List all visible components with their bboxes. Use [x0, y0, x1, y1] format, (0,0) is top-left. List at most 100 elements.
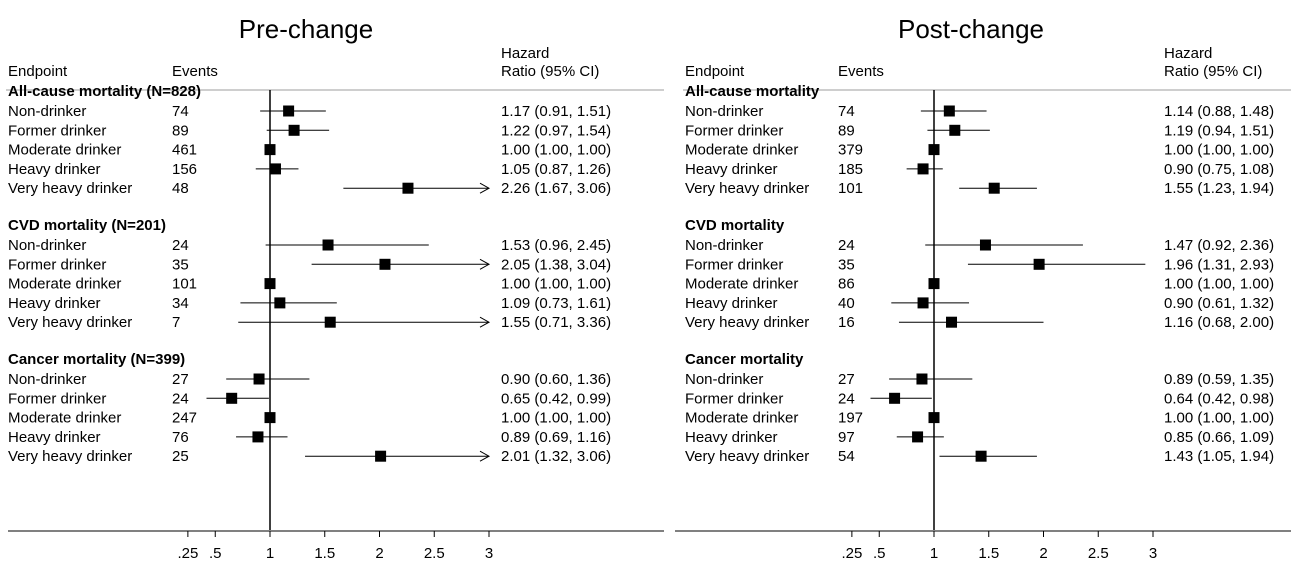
- group-title: Cancer mortality: [685, 351, 804, 368]
- row-events: 101: [172, 276, 197, 293]
- row-label: Moderate drinker: [8, 410, 121, 427]
- row-events: 34: [172, 295, 189, 312]
- row-events: 247: [172, 410, 197, 427]
- point-estimate: [946, 316, 958, 328]
- row-hr-ci: 1.43 (1.05, 1.94): [1164, 448, 1274, 465]
- row-hr-ci: 1.00 (1.00, 1.00): [501, 142, 611, 159]
- point-estimate: [928, 278, 940, 290]
- row-hr-ci: 1.47 (0.92, 2.36): [1164, 237, 1274, 254]
- ci-arrow: [479, 450, 491, 462]
- row-hr-ci: 1.17 (0.91, 1.51): [501, 103, 611, 120]
- group-title: All-cause mortality: [685, 83, 820, 100]
- row-events: 48: [172, 180, 189, 197]
- row-events: 185: [838, 161, 863, 178]
- row-events: 54: [838, 448, 855, 465]
- row-label: Heavy drinker: [685, 429, 778, 446]
- x-tick-label: 1: [930, 545, 938, 562]
- x-tick-label: .25: [841, 545, 862, 562]
- point-estimate: [226, 392, 238, 404]
- ci-arrow: [479, 316, 491, 328]
- row-events: 25: [172, 448, 189, 465]
- row-hr-ci: 1.55 (0.71, 3.36): [501, 314, 611, 331]
- point-estimate: [274, 297, 286, 309]
- point-estimate: [252, 431, 264, 443]
- row-hr-ci: 1.19 (0.94, 1.51): [1164, 122, 1274, 139]
- row-label: Very heavy drinker: [8, 314, 132, 331]
- x-tick-label: .5: [209, 545, 222, 562]
- row-label: Moderate drinker: [8, 142, 121, 159]
- row-label: Heavy drinker: [8, 429, 101, 446]
- row-events: 89: [172, 122, 189, 139]
- point-estimate: [979, 239, 991, 251]
- group-title: CVD mortality: [685, 217, 785, 234]
- point-estimate: [324, 316, 336, 328]
- row-label: Moderate drinker: [8, 276, 121, 293]
- col-header-endpoint: Endpoint: [8, 63, 68, 80]
- point-estimate: [917, 297, 929, 309]
- row-hr-ci: 2.01 (1.32, 3.06): [501, 448, 611, 465]
- point-estimate: [889, 392, 901, 404]
- row-hr-ci: 1.00 (1.00, 1.00): [501, 410, 611, 427]
- row-events: 74: [838, 103, 855, 120]
- x-tick-label: 3: [1149, 545, 1157, 562]
- point-estimate: [402, 182, 414, 194]
- col-header-events: Events: [838, 63, 884, 80]
- row-events: 16: [838, 314, 855, 331]
- row-label: Moderate drinker: [685, 142, 798, 159]
- row-label: Non-drinker: [8, 237, 86, 254]
- row-hr-ci: 0.85 (0.66, 1.09): [1164, 429, 1274, 446]
- point-estimate: [988, 182, 1000, 194]
- point-estimate: [264, 412, 276, 424]
- ci-arrow: [479, 182, 491, 194]
- row-hr-ci: 0.90 (0.75, 1.08): [1164, 161, 1274, 178]
- row-events: 101: [838, 180, 863, 197]
- point-estimate: [269, 163, 281, 175]
- row-hr-ci: 1.53 (0.96, 2.45): [501, 237, 611, 254]
- row-hr-ci: 0.64 (0.42, 0.98): [1164, 390, 1274, 407]
- row-hr-ci: 0.89 (0.69, 1.16): [501, 429, 611, 446]
- point-estimate: [928, 412, 940, 424]
- point-estimate: [1033, 258, 1045, 270]
- row-label: Very heavy drinker: [685, 180, 809, 197]
- row-events: 74: [172, 103, 189, 120]
- row-label: Heavy drinker: [685, 161, 778, 178]
- row-hr-ci: 0.89 (0.59, 1.35): [1164, 371, 1274, 388]
- row-label: Moderate drinker: [685, 410, 798, 427]
- row-hr-ci: 1.22 (0.97, 1.54): [501, 122, 611, 139]
- point-estimate: [264, 278, 276, 290]
- point-estimate: [917, 163, 929, 175]
- point-estimate: [949, 124, 961, 136]
- row-events: 24: [172, 237, 189, 254]
- col-header-ratio: Ratio (95% CI): [501, 63, 599, 80]
- col-header-hazard: Hazard: [1164, 45, 1212, 62]
- x-tick-label: 3: [485, 545, 493, 562]
- row-events: 35: [172, 256, 189, 273]
- row-hr-ci: 0.65 (0.42, 0.99): [501, 390, 611, 407]
- group-title: Cancer mortality (N=399): [8, 351, 185, 368]
- row-hr-ci: 0.90 (0.61, 1.32): [1164, 295, 1274, 312]
- row-hr-ci: 1.16 (0.68, 2.00): [1164, 314, 1274, 331]
- row-label: Very heavy drinker: [8, 180, 132, 197]
- row-events: 24: [172, 390, 189, 407]
- row-events: 7: [172, 314, 180, 331]
- point-estimate: [253, 373, 265, 385]
- x-tick-label: 2: [375, 545, 383, 562]
- row-hr-ci: 0.90 (0.60, 1.36): [501, 371, 611, 388]
- row-events: 89: [838, 122, 855, 139]
- row-hr-ci: 1.09 (0.73, 1.61): [501, 295, 611, 312]
- row-label: Non-drinker: [685, 103, 763, 120]
- point-estimate: [916, 373, 928, 385]
- row-label: Non-drinker: [685, 371, 763, 388]
- point-estimate: [283, 105, 295, 117]
- row-events: 197: [838, 410, 863, 427]
- col-header-events: Events: [172, 63, 218, 80]
- row-label: Non-drinker: [685, 237, 763, 254]
- point-estimate: [264, 144, 276, 156]
- group-title: CVD mortality (N=201): [8, 217, 166, 234]
- x-tick-label: 1: [266, 545, 274, 562]
- point-estimate: [912, 431, 924, 443]
- ci-arrow: [479, 258, 491, 270]
- row-events: 76: [172, 429, 189, 446]
- row-events: 97: [838, 429, 855, 446]
- point-estimate: [375, 450, 387, 462]
